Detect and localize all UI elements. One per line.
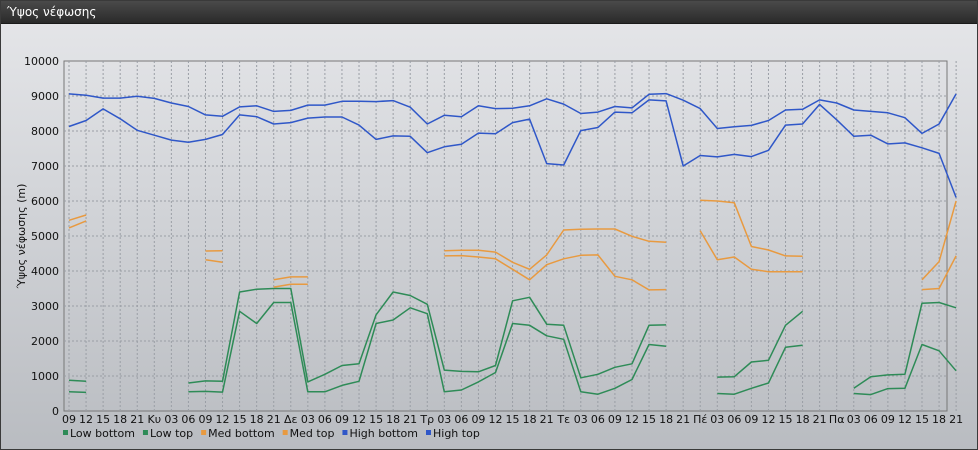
x-tick-label: 15 [369,413,383,426]
legend-swatch [342,430,348,435]
legend-swatch [201,430,207,435]
x-tick-label: 21 [676,413,690,426]
x-tick-label: 09 [62,413,76,426]
x-tick-label: 18 [932,413,946,426]
chart-title: Ύψος νέφωσης [7,5,97,19]
legend-item-med-bottom: Med bottom [201,427,275,440]
x-tick-label: 06 [181,413,195,426]
x-tick-label: 18 [386,413,400,426]
x-tick-label: 21 [267,413,281,426]
series-line-low-top [68,287,957,389]
x-tick-label: 12 [79,413,93,426]
legend-label: Low bottom [70,427,135,440]
legend-label: Med bottom [208,427,275,440]
legend-item-high-top: High top [426,427,480,440]
x-tick-label: 15 [779,413,793,426]
x-tick-label: 18 [659,413,673,426]
x-tick-label: 12 [352,413,366,426]
x-tick-label: 03 [437,413,451,426]
legend-item-med-top: Med top [282,427,335,440]
y-tick-label: 9000 [31,90,59,103]
x-tick-label: 21 [949,413,963,426]
legend-swatch [426,430,431,435]
series-line-med-top [68,199,957,281]
y-axis: 0 1000 2000 3000 4000 5000 6000 7000 8000 9000 100… [24,55,59,418]
y-tick-label: 0 [52,405,59,418]
x-tick-label: 09 [744,413,758,426]
y-tick-label: 8000 [31,125,59,138]
legend-swatch [142,430,148,435]
x-tick-label: 12 [898,413,912,426]
x-axis: 09 12 15 18 21 Κυ 03 06 09 12 15 18 21 Δε 03 06 09 12 15 18… [62,413,963,426]
x-tick-label: 09 [335,413,349,426]
x-tick-label: 09 [881,413,895,426]
y-tick-label: 6000 [31,195,59,208]
x-tick-label: 15 [915,413,929,426]
y-tick-label: 5000 [31,230,59,243]
series-line-high-top [68,92,957,135]
x-tick-label: Δε [284,413,298,426]
x-tick-label: 09 [198,413,212,426]
x-tick-label: 12 [489,413,503,426]
series-group [68,92,957,396]
x-tick-label: 03 [164,413,178,426]
x-tick-label: 06 [864,413,878,426]
x-tick-label: 21 [130,413,144,426]
y-tick-label: 7000 [31,160,59,173]
legend-item-low-top: Low top [142,427,193,440]
x-tick-label: 03 [574,413,588,426]
x-tick-label: 18 [250,413,264,426]
x-tick-label: 18 [523,413,537,426]
x-tick-label: 15 [642,413,656,426]
legend-label: Low top [150,427,193,440]
legend-label: Med top [290,427,335,440]
x-tick-label: Πέ [693,413,707,426]
y-tick-label: 3000 [31,300,59,313]
y-tick-label: 4000 [31,265,59,278]
grid-lines [64,61,957,411]
x-tick-label: 06 [318,413,332,426]
series-line-low-bottom [68,301,957,396]
x-tick-label: 21 [540,413,554,426]
y-tick-label: 2000 [31,335,59,348]
legend-swatch [282,430,288,435]
y-tick-label: 1000 [31,370,59,383]
series-line-high-bottom [68,99,957,198]
legend-item-high-bottom: High bottom [342,427,418,440]
x-tick-label: 03 [847,413,861,426]
x-tick-label: 12 [216,413,230,426]
x-tick-label: 12 [625,413,639,426]
x-tick-label: 09 [608,413,622,426]
x-tick-label: 03 [710,413,724,426]
series-line-med-bottom [68,220,957,291]
x-tick-label: Τρ [419,413,434,426]
x-tick-label: 06 [454,413,468,426]
y-tick-label: 10000 [24,55,59,68]
x-tick-label: 03 [301,413,315,426]
legend-swatch [63,430,68,435]
x-tick-label: 21 [813,413,827,426]
x-tick-label: 06 [591,413,605,426]
x-tick-label: 21 [403,413,417,426]
legend: Low bottom Low top Med bottom Med top High b… [63,427,480,440]
legend-label: High top [433,427,480,440]
x-tick-label: 18 [113,413,127,426]
x-tick-label: 15 [233,413,247,426]
legend-item-low-bottom: Low bottom [63,427,135,440]
title-bar: Ύψος νέφωσης [1,1,977,24]
x-tick-label: 09 [471,413,485,426]
x-tick-label: 15 [96,413,110,426]
y-axis-label: Ύψος νέφωσης (m) [15,184,28,290]
x-tick-label: 15 [506,413,520,426]
x-tick-label: Κυ [148,413,162,426]
x-tick-label: Τε [556,413,570,426]
x-tick-label: 18 [796,413,810,426]
legend-label: High bottom [349,427,418,440]
x-tick-label: 06 [727,413,741,426]
x-tick-label: Πα [829,413,845,426]
x-tick-label: 12 [761,413,775,426]
